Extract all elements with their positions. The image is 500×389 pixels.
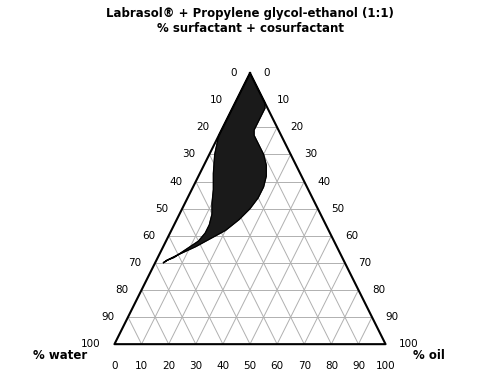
Text: 30: 30 — [304, 149, 318, 159]
Text: 10: 10 — [135, 361, 148, 371]
Text: 0: 0 — [264, 68, 270, 78]
Text: 40: 40 — [216, 361, 230, 371]
Text: 70: 70 — [358, 258, 372, 268]
Text: 30: 30 — [182, 149, 196, 159]
Text: 80: 80 — [325, 361, 338, 371]
Text: 70: 70 — [298, 361, 311, 371]
Text: 10: 10 — [210, 95, 223, 105]
Text: 100: 100 — [82, 339, 101, 349]
Text: % water: % water — [33, 349, 88, 361]
Text: % oil: % oil — [412, 349, 444, 361]
Text: 20: 20 — [196, 122, 209, 132]
Text: 10: 10 — [277, 95, 290, 105]
Text: 80: 80 — [372, 285, 385, 295]
Text: 0: 0 — [230, 68, 236, 78]
Text: 30: 30 — [189, 361, 202, 371]
Text: 40: 40 — [318, 177, 331, 186]
Text: 50: 50 — [156, 203, 168, 214]
Text: 70: 70 — [128, 258, 141, 268]
Text: 20: 20 — [162, 361, 175, 371]
Text: 50: 50 — [332, 203, 344, 214]
Text: 100: 100 — [376, 361, 396, 371]
Text: 100: 100 — [399, 339, 418, 349]
Text: 80: 80 — [115, 285, 128, 295]
Text: 0: 0 — [111, 361, 117, 371]
Text: 90: 90 — [102, 312, 114, 322]
Text: 50: 50 — [244, 361, 256, 371]
Text: 60: 60 — [270, 361, 283, 371]
Polygon shape — [163, 73, 266, 263]
Text: 60: 60 — [345, 231, 358, 241]
Text: 40: 40 — [169, 177, 182, 186]
Text: 20: 20 — [290, 122, 304, 132]
Text: 60: 60 — [142, 231, 155, 241]
Text: 90: 90 — [386, 312, 398, 322]
Text: Labrasol® + Propylene glycol-ethanol (1:1)
% surfactant + cosurfactant: Labrasol® + Propylene glycol-ethanol (1:… — [106, 7, 394, 35]
Text: 90: 90 — [352, 361, 365, 371]
